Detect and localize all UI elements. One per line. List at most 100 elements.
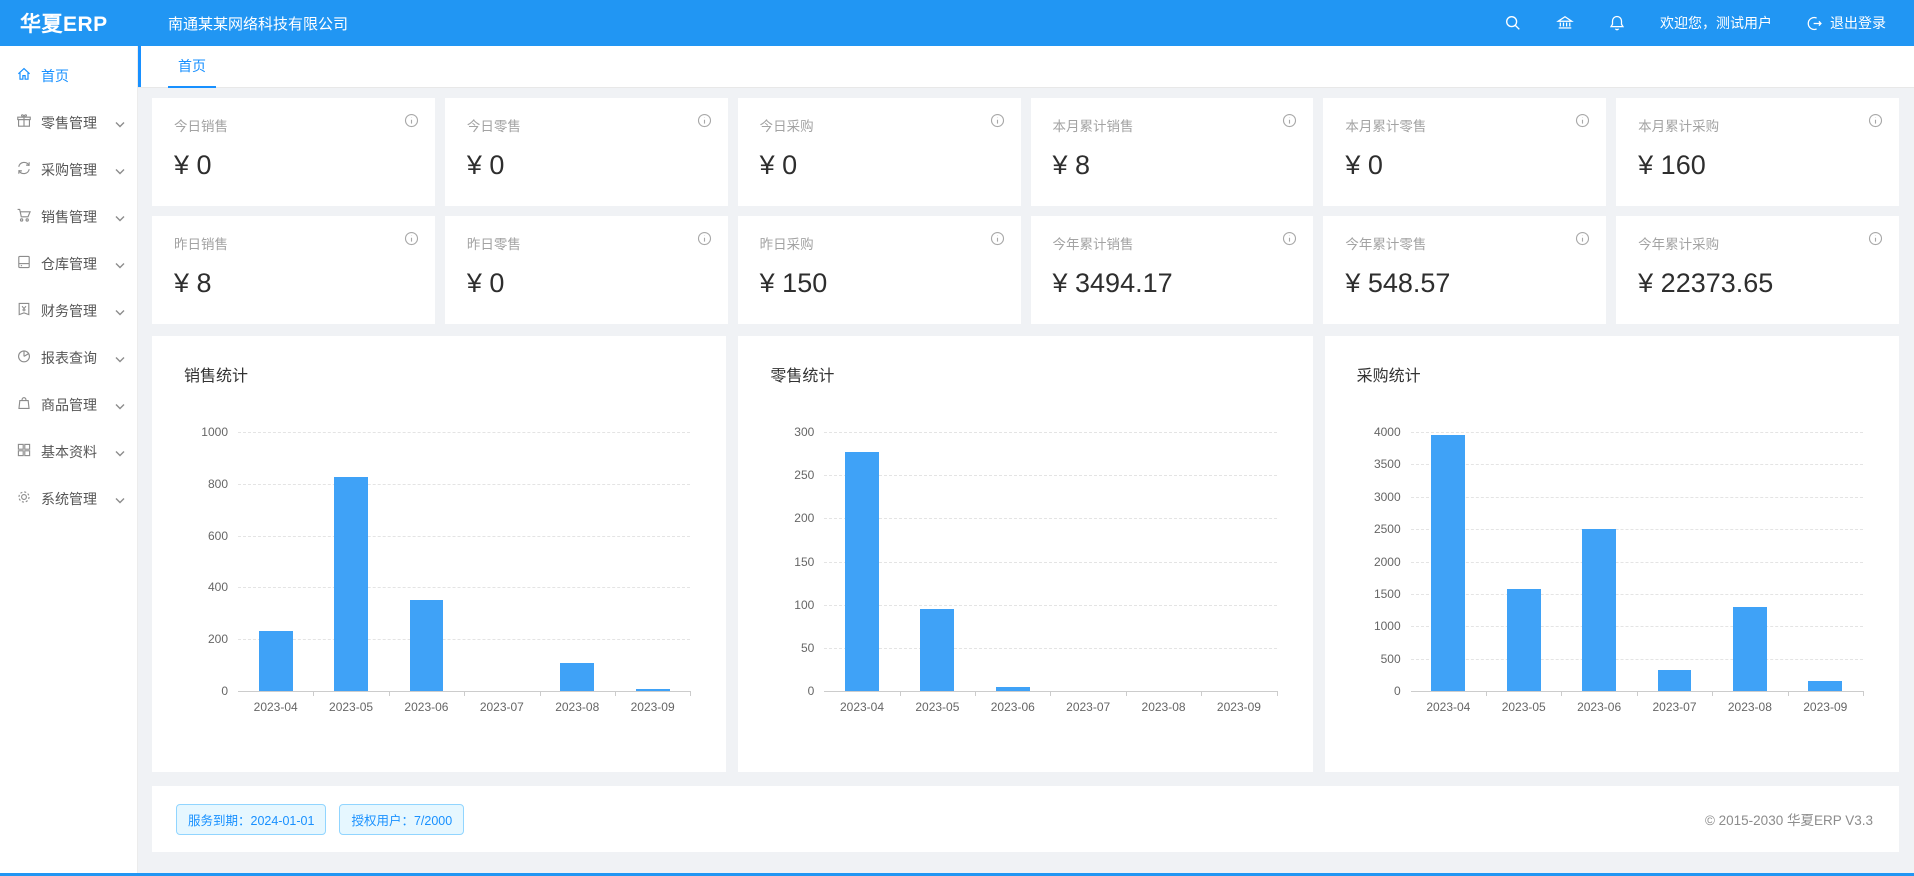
x-axis-tick xyxy=(614,691,616,696)
stat-card-today-sales: 今日销售 ¥ 0 xyxy=(152,98,435,206)
x-axis-label: 2023-07 xyxy=(1066,700,1111,714)
chevron-down-icon xyxy=(115,256,125,272)
bar-2023-06 xyxy=(995,686,1030,691)
info-icon[interactable] xyxy=(697,113,712,133)
info-icon[interactable] xyxy=(1575,113,1590,133)
y-axis-label: 400 xyxy=(207,580,228,595)
top-header: 华夏ERP 南通某某网络科技有限公司 欢迎您，测试用户 退出登录 xyxy=(0,0,1914,46)
x-axis-tick xyxy=(1561,691,1563,696)
chart-title: 零售统计 xyxy=(770,368,835,385)
y-axis-label: 1500 xyxy=(1373,586,1401,601)
info-icon[interactable] xyxy=(1282,231,1297,251)
sidebar-item-warehouse[interactable]: 仓库管理 xyxy=(0,240,137,287)
x-axis-label: 2023-08 xyxy=(1727,700,1772,714)
x-axis-label: 2023-05 xyxy=(329,700,374,714)
info-icon[interactable] xyxy=(1868,231,1883,251)
x-axis-tick xyxy=(539,691,541,696)
x-axis-tick xyxy=(1636,691,1638,696)
sidebar-item-basic-data[interactable]: 基本资料 xyxy=(0,428,137,475)
y-axis-label: 150 xyxy=(794,554,815,569)
chart-plot: 0 500 1000 1500 2000 2500 3000 3500 4000 2023-04 2… xyxy=(1374,425,1864,714)
bell-icon[interactable] xyxy=(1608,14,1626,32)
purchase-chart-card: 采购统计 0 500 1000 1500 2000 2500 3000 3500 4000 202… xyxy=(1324,336,1899,772)
y-axis-label: 3500 xyxy=(1373,457,1401,472)
gridline xyxy=(1410,529,1863,531)
info-icon[interactable] xyxy=(404,113,419,133)
info-icon[interactable] xyxy=(1868,113,1883,133)
info-icon[interactable] xyxy=(990,231,1005,251)
sidebar-item-finance[interactable]: 财务管理 xyxy=(0,287,137,334)
y-axis-label: 500 xyxy=(1380,651,1401,666)
app-logo: 华夏ERP xyxy=(20,13,108,36)
gridline xyxy=(238,535,691,537)
stat-value: ¥ 0 xyxy=(1345,150,1383,180)
y-axis-label: 200 xyxy=(794,511,815,526)
sidebar-item-goods[interactable]: 商品管理 xyxy=(0,381,137,428)
sidebar-item-retail[interactable]: 零售管理 xyxy=(0,99,137,146)
stat-card-today-purchase: 今日采购 ¥ 0 xyxy=(737,98,1021,206)
gridline xyxy=(1410,432,1863,433)
stat-value: ¥ 0 xyxy=(466,268,505,298)
sales-bar-chart: 0 200 400 600 800 1000 2023-04 2023-05 2023-06 20… xyxy=(184,408,696,738)
stat-label: 本月累计采购 xyxy=(1638,119,1720,134)
bar-2023-08 xyxy=(560,662,595,691)
y-axis-label: 800 xyxy=(207,476,228,491)
stat-card-yesterday-purchase: 昨日采购 ¥ 150 xyxy=(737,216,1021,324)
info-icon[interactable] xyxy=(1575,231,1590,251)
money-icon xyxy=(16,301,32,320)
gridline xyxy=(1410,561,1863,563)
tab-home[interactable]: 首页 xyxy=(168,46,216,88)
tab-bar: 首页 xyxy=(138,46,1914,88)
main-area: 首页 今日销售 ¥ 0 今日零售 ¥ 0 今日采购 ¥ 0 xyxy=(138,46,1914,876)
stat-value: ¥ 0 xyxy=(174,150,212,180)
copyright-text: © 2015-2030 华夏ERP V3.3 xyxy=(1704,813,1873,828)
sidebar-item-system[interactable]: 系统管理 xyxy=(0,475,137,522)
bar-2023-05 xyxy=(334,477,369,691)
y-axis-label: 1000 xyxy=(1373,619,1401,634)
chevron-down-icon xyxy=(115,162,125,178)
y-axis-label: 2500 xyxy=(1373,522,1401,537)
y-axis-label: 250 xyxy=(794,468,815,483)
chevron-down-icon xyxy=(115,444,125,460)
x-axis-tick xyxy=(690,691,692,696)
sidebar-item-sales[interactable]: 销售管理 xyxy=(0,193,137,240)
sidebar-item-label: 报表查询 xyxy=(41,349,97,366)
x-axis-tick xyxy=(1125,691,1127,696)
stat-value: ¥ 3494.17 xyxy=(1052,268,1173,298)
sales-chart-card: 销售统计 0 200 400 600 800 1000 2023-04 2023-05 2023… xyxy=(152,336,727,772)
bar-2023-05 xyxy=(1506,588,1541,691)
info-icon[interactable] xyxy=(697,231,712,251)
x-axis-label: 2023-05 xyxy=(915,700,960,714)
info-icon[interactable] xyxy=(404,231,419,251)
chevron-down-icon xyxy=(115,303,125,319)
sidebar-item-label: 系统管理 xyxy=(41,490,97,507)
service-expiry-badge: 服务到期：2024-01-01 xyxy=(176,803,327,835)
info-icon[interactable] xyxy=(1282,113,1297,133)
stat-label: 今年累计零售 xyxy=(1345,237,1427,252)
x-axis-label: 2023-08 xyxy=(1141,700,1186,714)
sidebar-item-home[interactable]: 首页 xyxy=(0,52,137,99)
x-axis-label: 2023-04 xyxy=(839,700,885,714)
bank-icon[interactable] xyxy=(1556,14,1574,32)
stat-card-yesterday-sales: 昨日销售 ¥ 8 xyxy=(152,216,435,324)
dashboard-content: 今日销售 ¥ 0 今日零售 ¥ 0 今日采购 ¥ 0 本月累计销售 xyxy=(138,88,1914,876)
x-axis-tick xyxy=(1862,691,1864,696)
sidebar-item-reports[interactable]: 报表查询 xyxy=(0,334,137,381)
bar-2023-08 xyxy=(1732,606,1767,691)
stat-value: ¥ 0 xyxy=(759,150,798,180)
search-icon[interactable] xyxy=(1504,14,1522,32)
logout-button[interactable]: 退出登录 xyxy=(1806,13,1886,33)
sidebar-item-purchase[interactable]: 采购管理 xyxy=(0,146,137,193)
gridline xyxy=(1410,626,1863,628)
bar-2023-09 xyxy=(635,688,670,691)
stat-value: ¥ 22373.65 xyxy=(1638,268,1774,298)
info-icon[interactable] xyxy=(990,113,1005,133)
sidebar-item-label: 零售管理 xyxy=(41,114,97,131)
bar-2023-06 xyxy=(1582,529,1617,691)
stat-value: ¥ 160 xyxy=(1638,150,1706,180)
gridline xyxy=(824,604,1277,606)
y-axis-label: 0 xyxy=(807,684,815,698)
chevron-down-icon xyxy=(115,115,125,131)
x-axis-tick xyxy=(1276,691,1278,696)
